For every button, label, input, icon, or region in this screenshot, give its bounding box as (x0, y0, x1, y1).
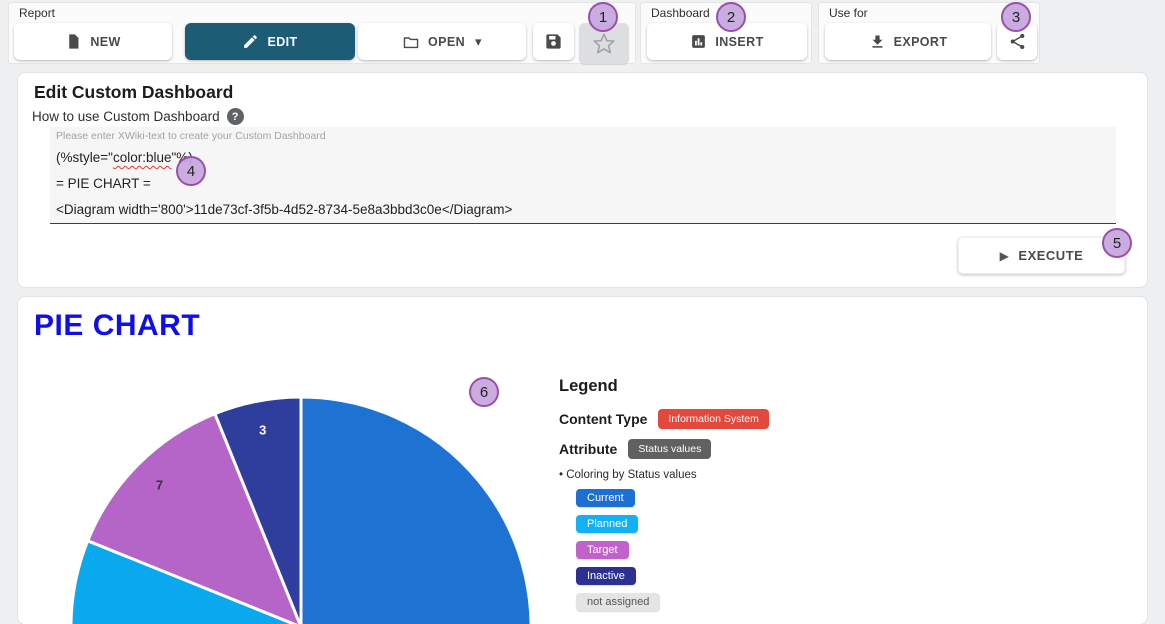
download-icon (869, 33, 886, 50)
save-button[interactable] (533, 23, 574, 60)
status-chip-not-assigned: not assigned (576, 593, 661, 611)
code-line-2: = PIE CHART = (56, 176, 151, 191)
toolbar-group-report-label: Report (19, 6, 56, 20)
attribute-label: Attribute (559, 441, 618, 457)
annotation-circle-6: 6 (469, 377, 499, 407)
star-icon (591, 31, 617, 57)
new-button-label: NEW (90, 34, 121, 49)
new-button[interactable]: NEW (14, 23, 172, 60)
insert-button[interactable]: INSERT (647, 23, 807, 60)
xwiki-editor[interactable]: Please enter XWiki-text to create your C… (50, 127, 1116, 224)
save-icon (544, 32, 563, 51)
new-document-icon (65, 33, 82, 50)
toolbar-group-dashboard-label: Dashboard (651, 6, 710, 20)
help-icon[interactable]: ? (226, 108, 244, 125)
content-type-label: Content Type (559, 411, 648, 427)
annotation-circle-1: 1 (588, 2, 618, 32)
pie-slice-current (299, 395, 533, 624)
status-chip-planned: Planned (576, 515, 639, 533)
code-line-1: (%style="color:blue"%) (56, 145, 1108, 171)
execute-button-label: EXECUTE (1018, 248, 1084, 263)
pie-slice-label-inactive: 3 (259, 423, 266, 438)
legend: Legend Content Type Information System A… (559, 377, 979, 619)
attribute-chip: Status values (628, 439, 712, 459)
pie-slice-planned (69, 538, 298, 624)
coloring-note: • Coloring by Status values (559, 469, 697, 481)
pie-chart-title: PIE CHART (34, 309, 201, 342)
play-icon: ▶ (999, 248, 1010, 263)
help-row: How to use Custom Dashboard ? (32, 108, 244, 125)
toolbar-group-dashboard: Dashboard INSERT (640, 2, 812, 64)
content-type-chip: Information System (658, 409, 769, 429)
edit-button[interactable]: EDIT (185, 23, 355, 60)
chevron-down-icon: ▾ (475, 33, 482, 49)
editor-placeholder: Please enter XWiki-text to create your C… (56, 130, 326, 142)
legend-content-type-row: Content Type Information System (559, 409, 979, 429)
open-button-label: OPEN (428, 34, 466, 49)
pie-slice-label-target: 7 (156, 478, 163, 493)
help-link-label: How to use Custom Dashboard (32, 109, 220, 124)
edit-dashboard-card: Edit Custom Dashboard How to use Custom … (17, 72, 1148, 288)
pencil-icon (242, 33, 259, 50)
pie-chart-svg: 37 (69, 395, 533, 624)
toolbar-group-report: Report NEW EDIT OPEN ▾ (8, 2, 636, 64)
legend-attribute-row: Attribute Status values (559, 439, 979, 459)
execute-button[interactable]: ▶ EXECUTE (958, 237, 1125, 274)
bar-chart-icon (690, 33, 707, 50)
status-chip-current: Current (576, 489, 635, 507)
export-button-label: EXPORT (893, 34, 948, 49)
annotation-circle-3: 3 (1001, 2, 1031, 32)
code-line-3: <Diagram width='800'>11de73cf-3f5b-4d52-… (56, 202, 513, 217)
status-chip-inactive: Inactive (576, 567, 636, 585)
export-button[interactable]: EXPORT (825, 23, 991, 60)
edit-button-label: EDIT (267, 34, 298, 49)
code-line-1-prefix: (%style=" (56, 150, 113, 165)
open-button[interactable]: OPEN ▾ (358, 23, 526, 60)
annotation-circle-4: 4 (176, 156, 206, 186)
pie-slice-target (85, 411, 302, 624)
annotation-circle-5: 5 (1102, 228, 1132, 258)
status-chip-list: Current Planned Target Inactive not assigned (576, 489, 979, 611)
insert-button-label: INSERT (715, 34, 764, 49)
folder-icon (402, 34, 420, 50)
toolbar-group-use-for-label: Use for (829, 6, 868, 20)
status-chip-target: Target (576, 541, 629, 559)
legend-title: Legend (559, 377, 618, 395)
edit-card-title: Edit Custom Dashboard (34, 82, 234, 102)
code-line-1-misspelled: color:blue (112, 150, 172, 165)
share-icon (1008, 32, 1027, 51)
annotation-circle-2: 2 (716, 2, 746, 32)
